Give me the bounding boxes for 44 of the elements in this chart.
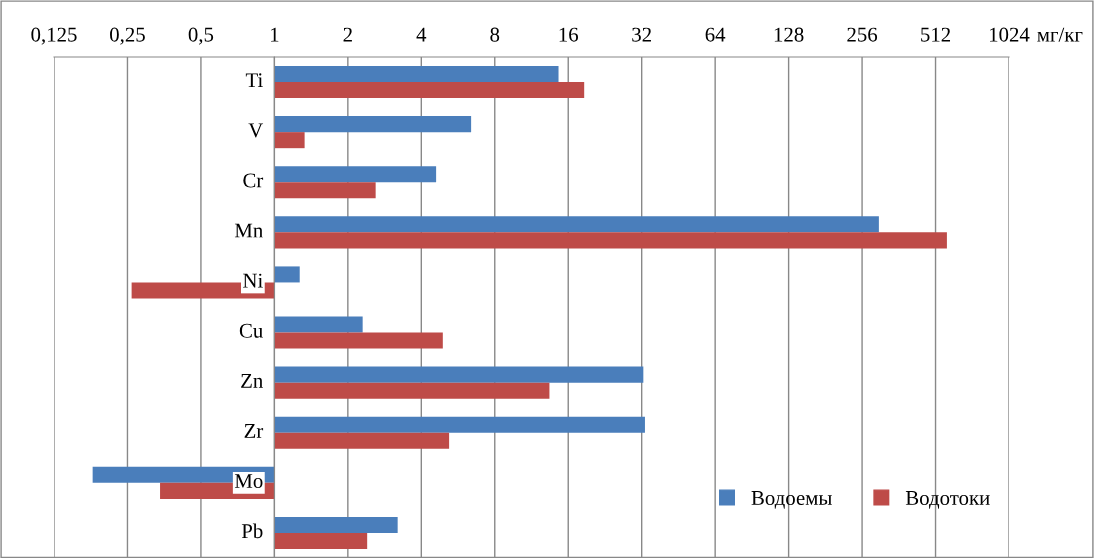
x-tick-label: 1 — [271, 27, 279, 42]
x-tick-label: 0,25 — [110, 27, 145, 45]
bar — [274, 532, 368, 549]
bar — [274, 66, 559, 83]
bar — [274, 132, 305, 149]
x-tick-label: 64 — [705, 27, 726, 42]
bar — [274, 266, 300, 283]
bar — [274, 316, 363, 333]
x-tick-label: 8 — [490, 27, 500, 42]
x-tick-label: 0,5 — [188, 27, 214, 45]
y-tick-label: Zn — [241, 374, 263, 388]
x-tick-label: 0,125 — [31, 27, 77, 45]
bar — [274, 516, 398, 533]
bar — [274, 332, 443, 349]
y-tick-label: Ti — [245, 73, 263, 88]
legend-label: Водоемы — [751, 491, 832, 509]
y-tick-label: V — [248, 123, 264, 138]
y-tick-label: Ni — [243, 273, 263, 288]
legend-label: Водотоки — [905, 491, 990, 509]
bar — [274, 116, 472, 133]
bar — [274, 232, 947, 249]
bar — [274, 416, 645, 433]
x-tick-label: 128 — [774, 27, 804, 42]
x-tick-label: 1024 — [990, 27, 1030, 42]
y-tick-label: Mo — [234, 474, 263, 489]
y-tick-label: Cu — [239, 323, 263, 338]
bar — [274, 182, 376, 199]
bar — [274, 366, 644, 383]
bar — [274, 216, 879, 233]
bar — [274, 382, 550, 399]
y-tick-label: Mn — [234, 223, 263, 238]
bar — [274, 432, 450, 449]
x-tick-label: 16 — [559, 27, 579, 42]
x-tick-label: 512 — [921, 27, 951, 42]
bar — [274, 166, 437, 183]
x-tick-label: 4 — [416, 27, 427, 42]
y-tick-label: Zr — [244, 424, 264, 438]
y-tick-label: Cr — [243, 173, 264, 188]
y-tick-label: Pb — [241, 523, 263, 539]
x-tick-label: 256 — [847, 27, 878, 42]
x-tick-label: 32 — [632, 27, 651, 42]
x-tick-label: 2 — [343, 27, 352, 42]
x-axis-title: мг/кг — [1037, 27, 1083, 42]
bar — [274, 82, 585, 99]
